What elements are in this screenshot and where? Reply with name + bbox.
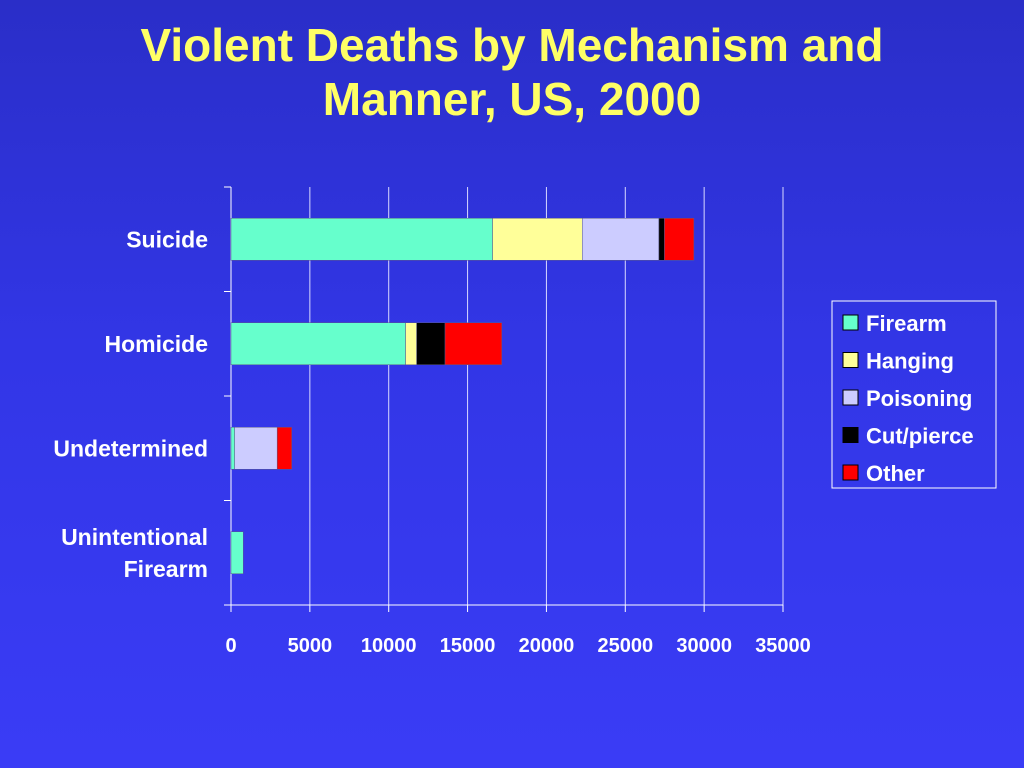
legend-swatch <box>842 314 859 331</box>
category-label: Firearm <box>124 556 208 582</box>
category-label: Homicide <box>104 331 208 357</box>
legend-box <box>831 300 997 489</box>
bar-firearm <box>230 427 235 470</box>
legend-swatch <box>842 464 859 481</box>
legend-item-label: Other <box>866 461 925 486</box>
x-tick-label: 15000 <box>440 635 496 657</box>
bar-cut-pierce <box>416 322 446 365</box>
category-label: Suicide <box>126 226 208 252</box>
legend-swatch <box>842 389 859 406</box>
x-tick-label: 35000 <box>755 635 811 657</box>
x-tick-label: 10000 <box>361 635 417 657</box>
x-tick-label: 30000 <box>676 635 732 657</box>
x-tick-label: 0 <box>225 635 236 657</box>
slide-title: Violent Deaths by Mechanism and Manner, … <box>0 18 1024 126</box>
axis-labels: 0 5000 10000 15000 20000 25000 30000 35000 Suici… <box>53 226 810 657</box>
bar-poisoning <box>234 427 278 470</box>
legend: Firearm Hanging Poisoning Cut/pierce Other <box>831 300 997 489</box>
bar-firearm <box>230 531 244 574</box>
x-tick-label: 20000 <box>519 635 575 657</box>
bar-firearm <box>230 322 406 365</box>
legend-swatch <box>842 427 859 443</box>
x-tick-label: 25000 <box>597 635 653 657</box>
title-line-2: Manner, US, 2000 <box>322 73 702 125</box>
legend-item-label: Hanging <box>866 349 954 374</box>
bar-poisoning <box>582 218 660 261</box>
legend-item-label: Cut/pierce <box>866 424 974 449</box>
legend-item-label: Poisoning <box>866 386 972 411</box>
bar-hanging <box>405 322 417 365</box>
bar-other <box>444 322 503 365</box>
category-label: Undetermined <box>53 435 208 461</box>
bar-hanging <box>492 218 583 261</box>
category-label: Unintentional <box>61 524 208 550</box>
x-tick-label: 5000 <box>288 635 333 657</box>
legend-swatch <box>842 352 859 368</box>
bar-cut-pierce <box>658 218 665 261</box>
bar-other <box>276 427 292 470</box>
bar-firearm <box>230 218 493 261</box>
bars <box>230 218 695 574</box>
title-line-1: Violent Deaths by Mechanism and <box>140 19 884 71</box>
bar-other <box>664 218 695 261</box>
legend-item-label: Firearm <box>866 311 947 336</box>
